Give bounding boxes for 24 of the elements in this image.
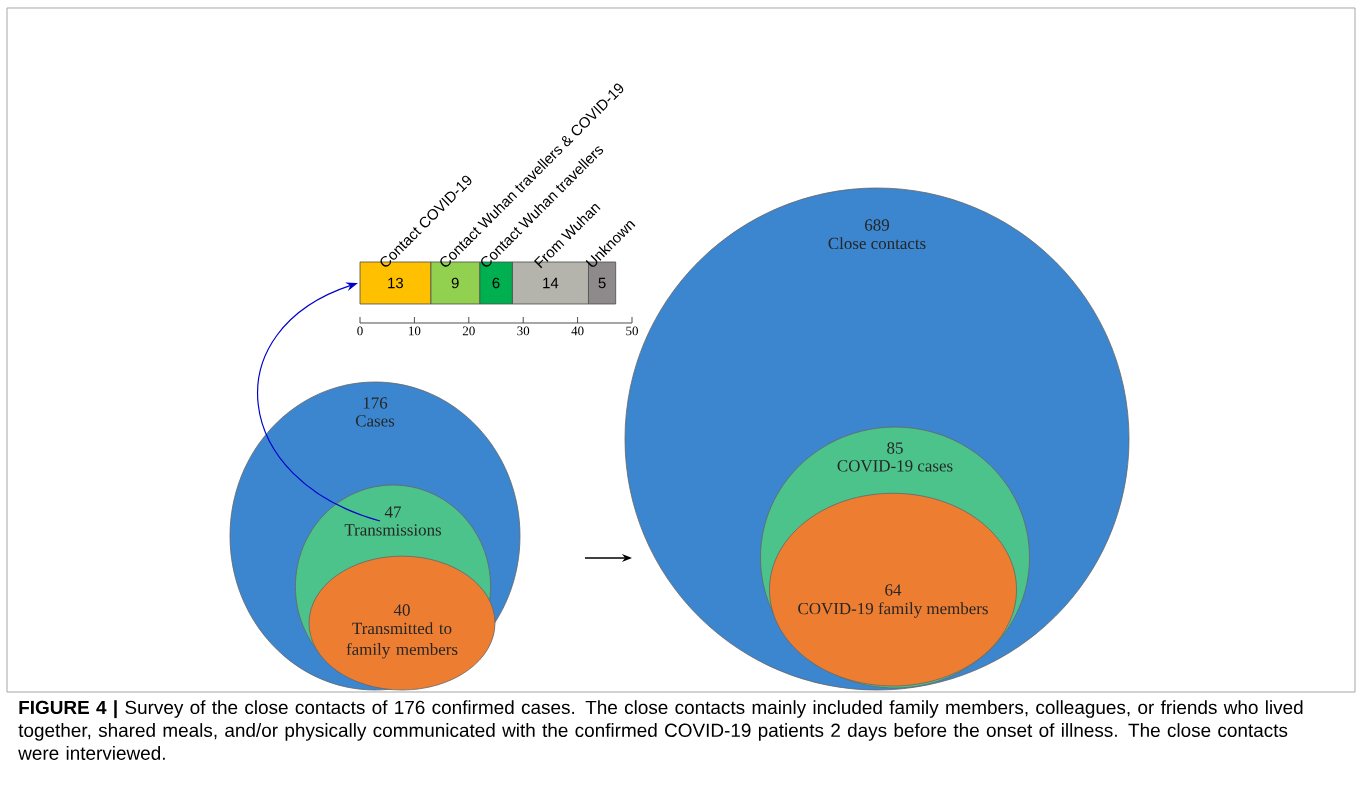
category-label: Transmissions — [344, 524, 442, 536]
category-label: Close contacts — [828, 237, 926, 250]
data-label: 6 — [492, 277, 500, 289]
x-tick-label: 0 — [357, 326, 363, 336]
data-label: 85 — [887, 442, 903, 454]
category-label: Cases — [355, 415, 395, 427]
x-tick-label: 40 — [571, 326, 584, 336]
x-tick-label: 50 — [626, 326, 638, 336]
x-tick-label: 10 — [409, 326, 421, 336]
data-label: 47 — [384, 506, 401, 518]
data-label: 14 — [543, 277, 559, 289]
data-label: 689 — [865, 219, 890, 231]
data-label: 64 — [885, 584, 902, 596]
data-label: 176 — [363, 397, 388, 409]
category-label: COVID-19 family members — [798, 602, 988, 618]
text: FIGURE 4 | Survey of the close contacts of 176 confirmed cases. The close contacts mainly included family members, colleagues, or friends who lived together, shared meals, and/or physically communicated with the confirmed COVID-19 patients 2 days before the onset of illness. The close contacts were interviewed. — [18, 700, 1303, 760]
category-label: Transmitted to family members — [346, 622, 458, 659]
x-tick-label: 20 — [462, 326, 475, 336]
data-label: 40 — [393, 604, 410, 616]
data-label: 13 — [388, 277, 404, 289]
data-label: 9 — [451, 277, 459, 289]
data-label: 5 — [598, 277, 606, 289]
x-tick-label: 30 — [517, 326, 530, 336]
category-label: COVID-19 cases — [837, 460, 953, 472]
